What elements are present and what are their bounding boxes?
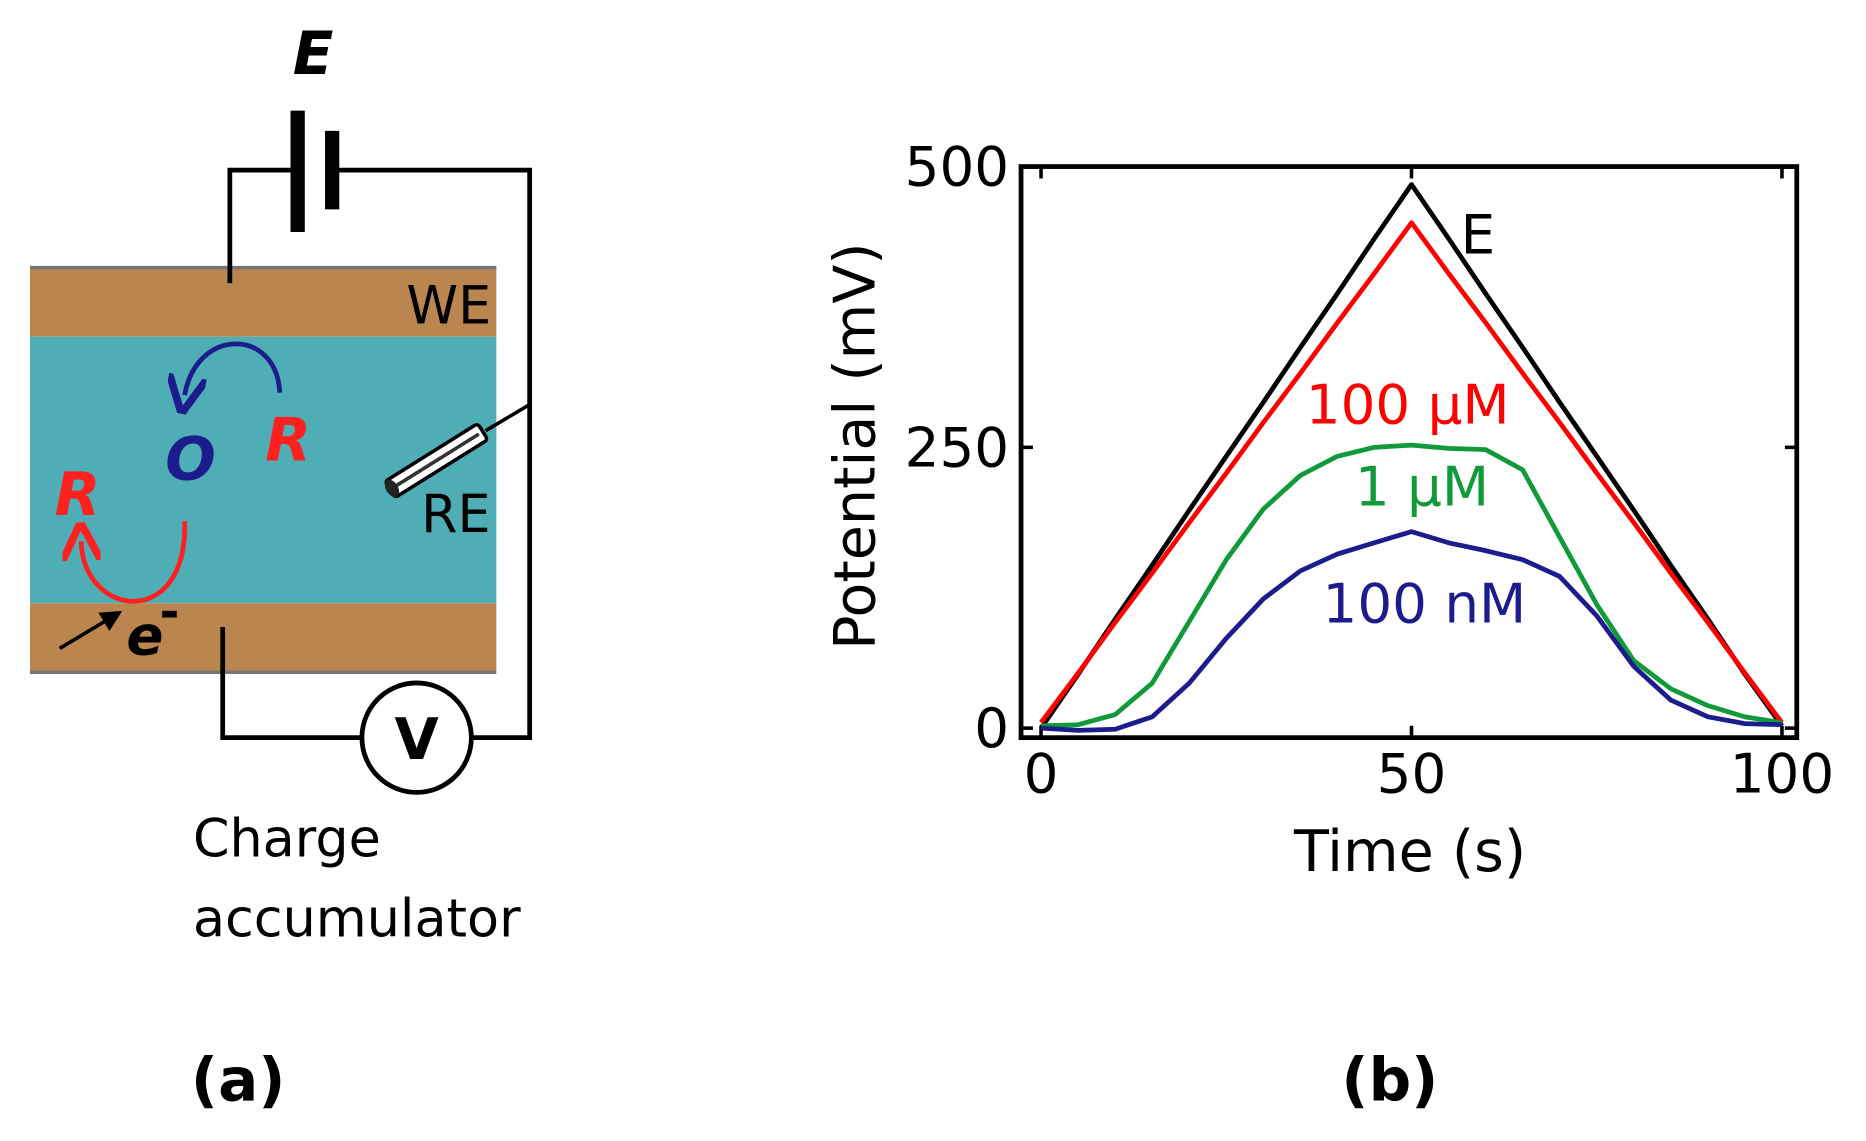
species-r: R [55,461,101,530]
caption: accumulator [193,888,521,949]
y-axis-label: Potential (mV) [823,242,889,649]
wire [227,167,298,284]
voltmeter [359,680,474,795]
wire [484,402,531,433]
series-label: E [1461,202,1496,266]
species-r: R [265,406,311,475]
series-line [1040,529,1782,733]
electron-label: e [126,603,163,667]
reduction-arrow [81,521,188,604]
wire [332,167,533,741]
wire [220,627,362,741]
x-tick-label: 0 [1024,741,1059,805]
cell-diagram: E WE RE O R R e - V Charge accumulator (… [29,20,533,1116]
electron-arrow [58,610,123,650]
oxidation-arrow [185,341,283,395]
bottom-electrode [29,603,497,673]
series-line [1040,442,1783,729]
series-label: 100 µM [1306,373,1510,437]
panel-label: (a) [191,1047,286,1116]
panel-label: (b) [1341,1047,1438,1116]
series-line [1039,182,1784,730]
species-o: O [165,425,216,494]
electron-charge: - [160,585,180,640]
meter-label: V [395,707,439,773]
battery-label: E [293,20,334,89]
x-tick-label: 50 [1377,741,1447,805]
x-tick-label: 100 [1730,741,1834,805]
series-line [1039,220,1784,724]
series-label: 1 µM [1355,455,1489,519]
y-tick-label: 0 [974,696,1009,760]
x-axis-label: Time (s) [1293,819,1526,885]
plot-frame [1018,164,1800,741]
reference-electrode [384,423,489,499]
caption: Charge [193,809,381,870]
working-electrode [29,267,497,337]
y-tick-label: 250 [905,415,1009,479]
y-tick-label: 500 [905,135,1009,199]
series-label: 100 nM [1323,571,1527,635]
we-label: WE [406,276,491,337]
re-label: RE [421,484,490,545]
